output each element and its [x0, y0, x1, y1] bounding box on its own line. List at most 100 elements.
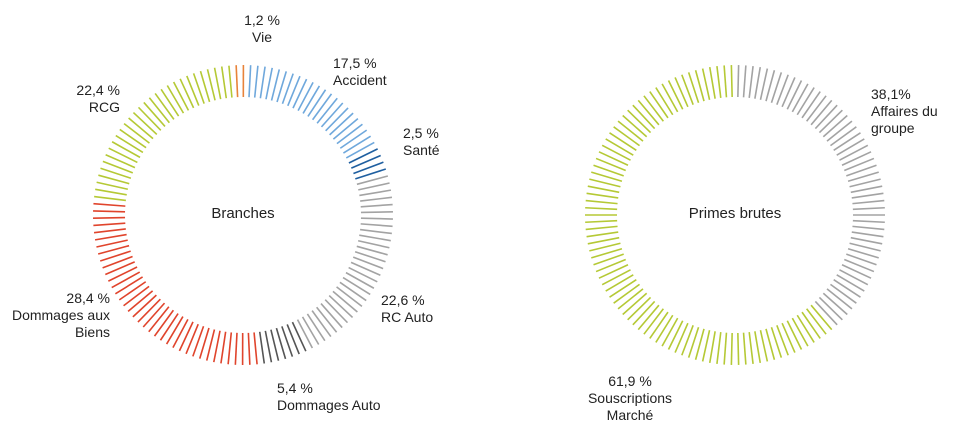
- tick: [311, 93, 333, 121]
- tick: [354, 251, 386, 263]
- tick: [97, 244, 130, 255]
- tick: [100, 167, 132, 179]
- tick: [585, 199, 618, 205]
- segment-label: 1,2 % Vie: [232, 12, 292, 46]
- tick: [839, 269, 869, 286]
- tick: [199, 70, 211, 103]
- category-label: Dommages Auto: [277, 397, 381, 413]
- tick: [742, 65, 747, 98]
- tick: [96, 181, 129, 191]
- tick: [598, 263, 629, 279]
- segment: [248, 65, 375, 159]
- tick: [613, 283, 641, 304]
- tick: [748, 65, 754, 98]
- tick: [595, 258, 627, 273]
- segment-label: 17,5 % Accident: [333, 55, 433, 89]
- tick: [609, 132, 637, 152]
- tick: [585, 225, 618, 231]
- tick: [253, 65, 259, 98]
- tick: [694, 328, 705, 360]
- tick: [301, 316, 320, 345]
- tick: [833, 132, 861, 152]
- tick: [360, 223, 393, 228]
- tick: [95, 188, 127, 196]
- tick: [836, 274, 865, 292]
- tick: [589, 242, 621, 252]
- tick: [781, 77, 796, 108]
- value-label: 22,4 %: [76, 82, 120, 98]
- tick: [259, 66, 266, 99]
- tick: [359, 189, 392, 197]
- tick: [105, 261, 136, 276]
- tick: [622, 114, 648, 138]
- tick: [352, 256, 384, 270]
- tick: [829, 126, 857, 147]
- category-label: Santé: [403, 142, 440, 158]
- tick: [622, 292, 648, 316]
- tick: [737, 65, 740, 98]
- tick: [833, 278, 861, 298]
- tick: [137, 106, 162, 131]
- tick: [810, 304, 833, 331]
- tick: [339, 281, 367, 302]
- tick: [791, 83, 809, 113]
- tick: [118, 281, 147, 301]
- tick: [643, 95, 664, 122]
- tick: [93, 210, 126, 213]
- tick: [306, 313, 326, 342]
- category-label: Souscriptions Marché: [587, 390, 673, 423]
- tick: [587, 185, 620, 194]
- tick: [360, 203, 393, 208]
- tick: [137, 298, 161, 323]
- tick: [826, 120, 853, 142]
- tick: [154, 92, 175, 120]
- tick: [589, 178, 621, 188]
- tick: [356, 245, 388, 256]
- tick: [776, 74, 789, 105]
- tick: [661, 317, 679, 347]
- tick: [348, 266, 378, 283]
- tick: [123, 122, 150, 144]
- tick: [270, 329, 280, 361]
- tick: [281, 326, 294, 357]
- tick: [649, 91, 669, 119]
- tick: [667, 320, 684, 350]
- tick: [637, 99, 660, 126]
- tick: [143, 101, 166, 127]
- tick: [311, 310, 332, 338]
- tick: [329, 112, 354, 136]
- category-label: RCG: [88, 99, 120, 115]
- tick: [320, 102, 344, 128]
- tick: [701, 330, 711, 362]
- tick: [655, 314, 674, 343]
- tick: [350, 261, 381, 277]
- tick: [348, 148, 378, 164]
- tick: [810, 99, 833, 126]
- tick: [178, 321, 194, 352]
- tick: [99, 250, 131, 262]
- tick: [336, 286, 363, 308]
- tick: [716, 332, 722, 365]
- tick: [786, 320, 803, 350]
- tick: [605, 274, 634, 292]
- tick: [93, 202, 126, 207]
- tick: [108, 147, 138, 164]
- tick: [213, 330, 221, 363]
- tick: [796, 87, 815, 116]
- tick: [632, 300, 656, 326]
- tick: [591, 171, 623, 183]
- tick: [276, 71, 288, 103]
- tick: [655, 87, 674, 116]
- tick: [332, 290, 358, 313]
- tick: [247, 332, 251, 365]
- tick: [297, 81, 314, 112]
- tick: [637, 304, 660, 331]
- tick: [601, 269, 631, 286]
- tick: [205, 329, 216, 361]
- tick: [742, 332, 747, 365]
- tick: [627, 109, 652, 134]
- tick: [105, 153, 136, 169]
- tick: [613, 126, 641, 147]
- tick: [360, 196, 393, 202]
- tick: [681, 325, 694, 356]
